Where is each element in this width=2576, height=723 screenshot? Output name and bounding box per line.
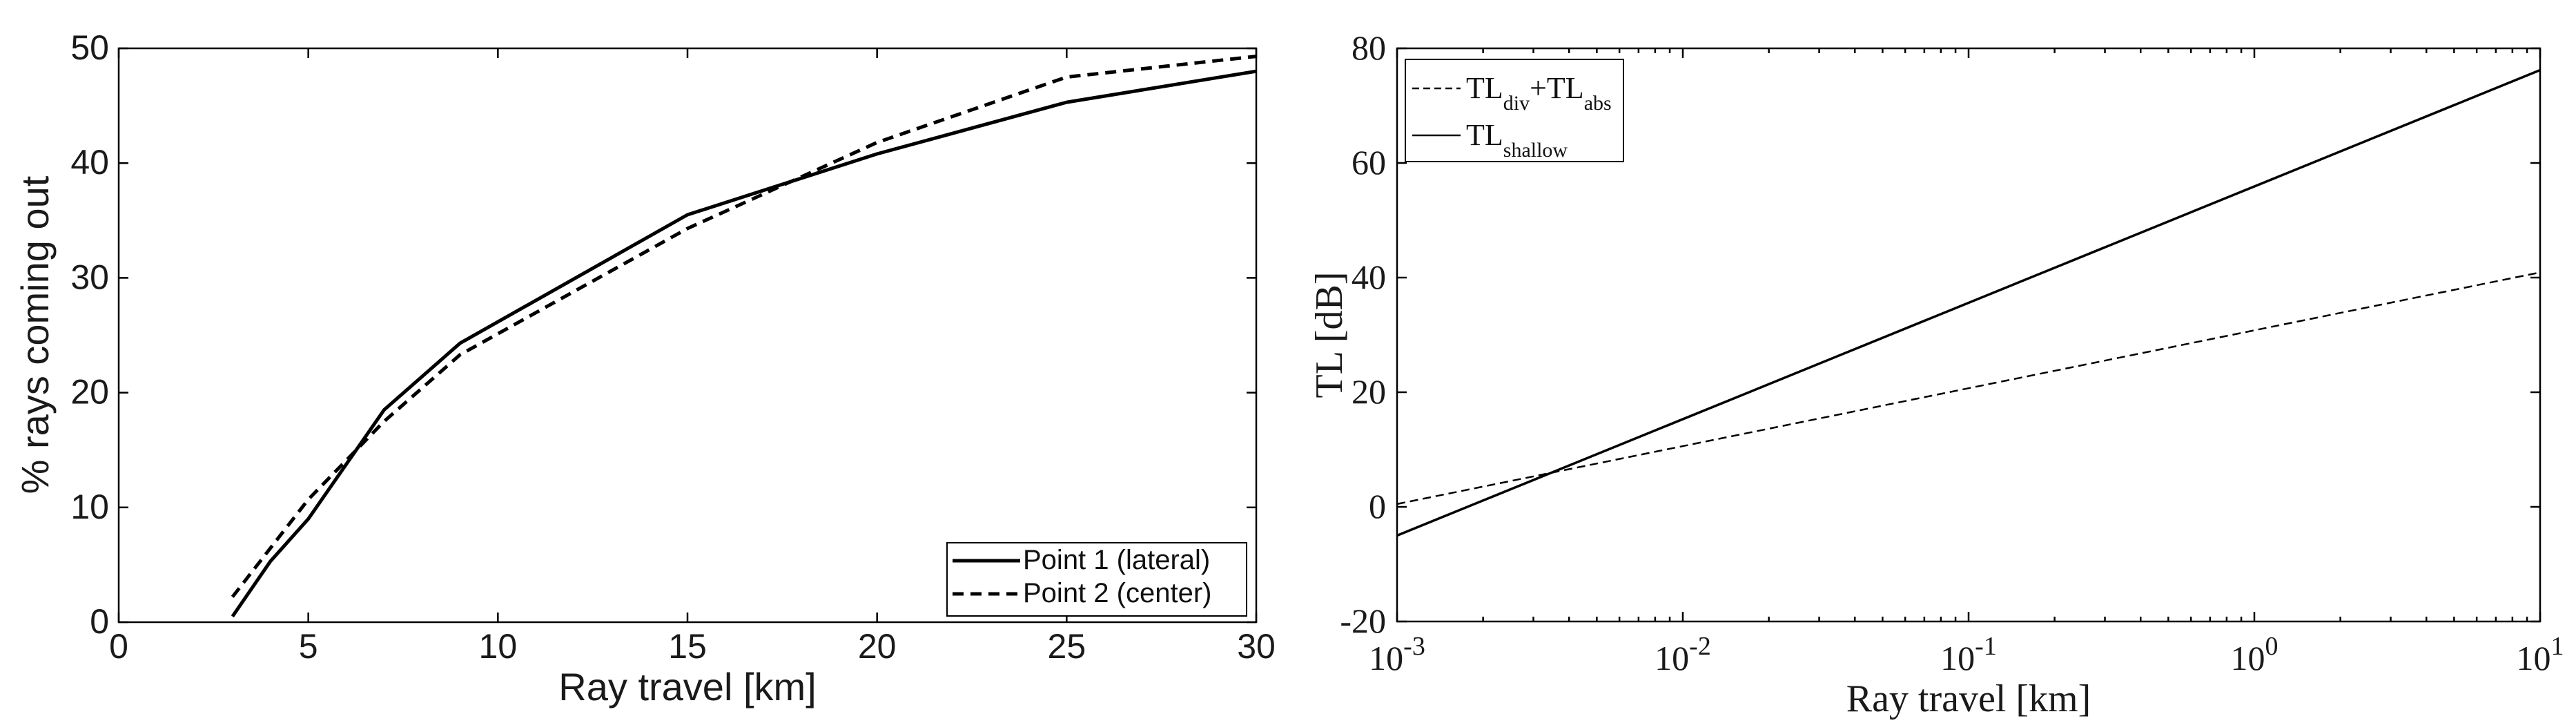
legend-tl-shallow-sub: shallow [1503, 139, 1568, 162]
y-tick-label: 50 [70, 28, 109, 67]
legend-label-point1: Point 1 (lateral) [1023, 545, 1210, 575]
x-tick-label: 5 [299, 627, 318, 666]
series-lines-left [231, 55, 1257, 618]
tick-marks-right [1396, 47, 2541, 623]
legend-box-left [946, 542, 1247, 617]
x-tick-label: 30 [1237, 627, 1276, 666]
x-tick-label: 10-1 [1940, 632, 1997, 677]
x-tick-label: 10 [479, 627, 518, 666]
y-tick-label: 20 [1352, 372, 1386, 411]
x-tick-label-exponent: -3 [1403, 632, 1425, 661]
series-line-point2 [231, 55, 1257, 598]
legend-label-tl-div-abs: TLdiv+TLabs [1466, 71, 1612, 115]
x-tick-label-base: 10 [1369, 639, 1403, 677]
legend-label-tl-shallow: TLshallow [1466, 118, 1568, 162]
x-tick-label: 20 [858, 627, 897, 666]
x-tick-label: 10-3 [1369, 632, 1425, 677]
y-tick-labels-left: 0 10 20 30 40 50 [70, 28, 109, 641]
x-tick-label-base: 10 [2231, 639, 2265, 677]
x-tick-label: 25 [1048, 627, 1086, 666]
legend-tl-div-sub: div [1503, 92, 1530, 115]
y-axis-label-left: % rays coming out [13, 175, 57, 494]
legend-right: TLdiv+TLabs TLshallow [1405, 59, 1624, 162]
legend-tl-div-main: TL [1466, 71, 1503, 105]
y-axis-label-right: TL [dB] [1308, 272, 1351, 398]
y-tick-label: 20 [70, 373, 109, 412]
x-tick-label-base: 10 [1940, 639, 1975, 677]
y-tick-label: 10 [70, 488, 109, 526]
x-tick-label: 10-2 [1655, 632, 1711, 677]
y-tick-label: 30 [70, 258, 109, 296]
y-tick-labels-right: -20 0 20 40 60 80 [1340, 28, 1386, 640]
x-tick-label-exponent: -1 [1975, 632, 1997, 661]
x-tick-label-base: 10 [1655, 639, 1689, 677]
series-line-tl-div-abs [1396, 271, 2541, 505]
x-tick-label: 0 [109, 627, 128, 666]
legend-box-right [1405, 59, 1624, 162]
plot-frame-left [117, 47, 1258, 624]
y-tick-label: 80 [1352, 28, 1386, 67]
x-tick-labels-left: 0 5 10 15 20 25 30 [109, 627, 1276, 666]
x-tick-label: 101 [2517, 632, 2564, 677]
legend-tl-abs-main: +TL [1530, 71, 1584, 105]
y-tick-label: 0 [1369, 487, 1386, 526]
legend-label-point2: Point 2 (center) [1023, 578, 1211, 608]
series-line-point1 [231, 69, 1257, 618]
tick-marks-left [117, 47, 1258, 624]
x-axis-label-right: Ray travel [km] [1846, 677, 2091, 720]
y-tick-label: 40 [70, 143, 109, 182]
x-tick-label-exponent: -2 [1689, 632, 1711, 661]
x-tick-label-exponent: 0 [2265, 632, 2279, 661]
legend-tl-abs-sub: abs [1584, 92, 1612, 115]
x-tick-label-exponent: 1 [2551, 632, 2564, 661]
legend-left: Point 1 (lateral) Point 2 (center) [946, 542, 1247, 617]
x-axis-label-left: Ray travel [km] [558, 665, 816, 708]
y-tick-label: -20 [1340, 601, 1386, 640]
x-tick-label: 15 [668, 627, 707, 666]
legend-tl-shallow-main: TL [1466, 118, 1503, 152]
series-lines-right [1396, 68, 2541, 537]
chart-left: 0 5 10 15 20 25 30 0 10 20 30 40 50 Ray travel [km]… [13, 28, 1276, 708]
x-tick-label-base: 10 [2517, 639, 2551, 677]
series-line-tl-shallow [1396, 68, 2541, 537]
x-tick-label: 100 [2231, 632, 2279, 677]
y-tick-label: 60 [1352, 143, 1386, 182]
y-tick-label: 40 [1352, 258, 1386, 296]
x-tick-labels-right: 10-3 10-2 10-1 100 101 [1369, 632, 2564, 677]
y-tick-label: 0 [90, 602, 109, 641]
